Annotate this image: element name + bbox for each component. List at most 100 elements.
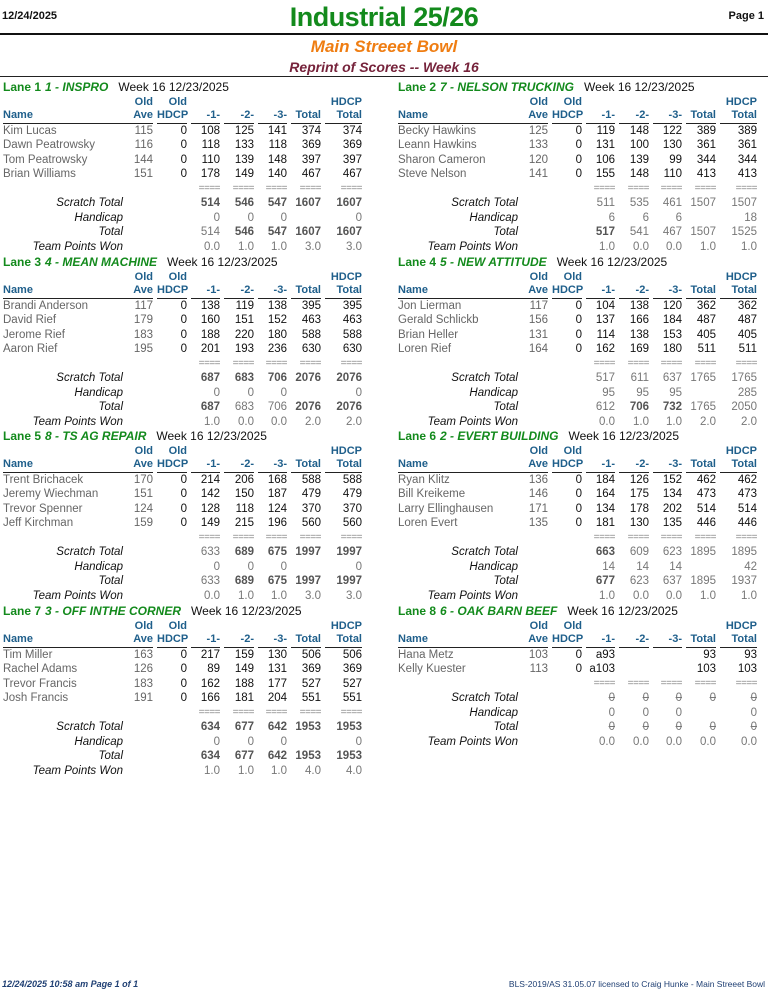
spacer (398, 677, 513, 692)
spacer (615, 95, 649, 110)
col-hdcp-total-top: HDCP (330, 95, 362, 108)
player-g3: 204 (267, 692, 287, 704)
player-g1: 131 (595, 139, 615, 151)
totals-row: Team Points Won 1.0 0.0 0.0 2.0 2.0 (3, 415, 373, 430)
player-ave: 195 (133, 343, 153, 355)
player-total: 362 (696, 299, 716, 312)
player-total: 514 (696, 502, 716, 515)
totals-value: 2.0 (346, 415, 362, 428)
player-g2: 193 (234, 343, 254, 355)
player-row: Aaron Rief 195 0 201 193 236 630 630 (3, 342, 373, 357)
totals-value: 0 (608, 721, 615, 733)
totals-row: Total 517 541 467 1507 1525 (398, 225, 768, 240)
spacer (254, 444, 287, 459)
player-g1: 164 (595, 488, 615, 500)
totals-label: Total (493, 575, 518, 587)
totals-value: 547 (267, 197, 287, 209)
player-hdcp-total: 93 (744, 648, 757, 661)
page-number: Page 1 (728, 10, 764, 22)
totals-row: Scratch Total 634 677 642 1953 1953 (3, 720, 373, 735)
totals-value: 633 (200, 546, 220, 558)
col-g2: -2- (224, 458, 254, 473)
column-header-top: Old Old HDCP (398, 444, 768, 459)
totals-value: 514 (200, 226, 220, 238)
col-hdcp: HDCP (157, 458, 188, 473)
week-date: Week 16 12/23/2025 (568, 429, 680, 443)
col-old-ave-top: Old (134, 619, 153, 632)
totals-value: 1507 (690, 197, 716, 209)
separator: ==== (299, 182, 322, 194)
col-ave: Ave (513, 284, 548, 299)
player-name: Tom Peatrowsky (3, 153, 88, 166)
lane-number: Lane 1 (3, 80, 42, 94)
player-hdcp-total: 369 (342, 663, 362, 675)
totals-value: 677 (595, 575, 615, 587)
spacer (220, 619, 254, 634)
totals-value: 0.0 (633, 240, 649, 253)
separator-row: ==== ==== ==== ==== ==== (398, 677, 768, 692)
player-ave: 164 (528, 343, 548, 355)
separator: ==== (198, 706, 221, 718)
col-old-ave-top: Old (134, 444, 153, 457)
player-g1: 108 (200, 124, 220, 137)
spacer (548, 735, 582, 750)
spacer (548, 386, 582, 401)
separator: ==== (694, 182, 717, 194)
separator: ==== (299, 531, 322, 543)
totals-value: 683 (234, 401, 254, 413)
separator: ==== (232, 357, 255, 369)
player-hdcp-total: 479 (342, 488, 362, 500)
player-hdcp-total: 397 (342, 153, 362, 166)
spacer (548, 240, 582, 255)
spacer (513, 357, 548, 372)
col-g2: -2- (619, 284, 649, 299)
player-hdcp: 0 (180, 314, 187, 326)
totals-value: 706 (267, 401, 287, 413)
player-hdcp: 0 (180, 473, 187, 486)
totals-row: Scratch Total 517 611 637 1765 1765 (398, 371, 768, 386)
totals-label: Scratch Total (451, 197, 518, 209)
player-g2: 188 (234, 677, 254, 690)
player-g3 (649, 648, 682, 663)
totals-value: 461 (662, 197, 682, 209)
spacer (254, 95, 287, 110)
player-name: Brian Heller (398, 328, 459, 341)
player-g1: 201 (200, 343, 220, 355)
col-g2: -2- (224, 633, 254, 648)
spacer (3, 95, 118, 110)
player-total: 361 (696, 139, 716, 151)
player-g3: 138 (267, 299, 287, 312)
totals-value: 0 (608, 706, 615, 719)
totals-value: 1997 (336, 575, 362, 587)
spacer (398, 270, 513, 285)
separator: ==== (340, 357, 363, 369)
totals-value: 2.0 (741, 415, 757, 428)
separator: ==== (593, 531, 616, 543)
spacer (548, 677, 582, 692)
totals-value: 0 (608, 692, 615, 704)
totals-value: 2050 (731, 401, 757, 413)
player-g1: 184 (595, 473, 615, 486)
player-hdcp-total: 103 (737, 663, 757, 675)
player-ave: 141 (528, 168, 548, 180)
lane-number: Lane 6 (398, 429, 437, 443)
player-g2: 138 (629, 328, 649, 341)
col-hdcp-total-top: HDCP (330, 444, 362, 457)
totals-label: Handicap (74, 386, 123, 399)
totals-value: 1607 (336, 226, 362, 238)
totals-value: 1765 (731, 372, 757, 384)
player-hdcp: 0 (575, 328, 582, 341)
totals-row: Handicap 95 95 95 285 (398, 386, 768, 401)
player-g1: 160 (200, 314, 220, 326)
totals-label: Team Points Won (427, 735, 518, 748)
player-total: 479 (301, 488, 321, 500)
player-g2: 220 (234, 328, 254, 341)
spacer (398, 531, 513, 546)
separator: ==== (627, 531, 650, 543)
col-g1: -1- (586, 458, 615, 473)
player-g3: 131 (267, 663, 287, 675)
totals-value: 0 (247, 735, 254, 748)
